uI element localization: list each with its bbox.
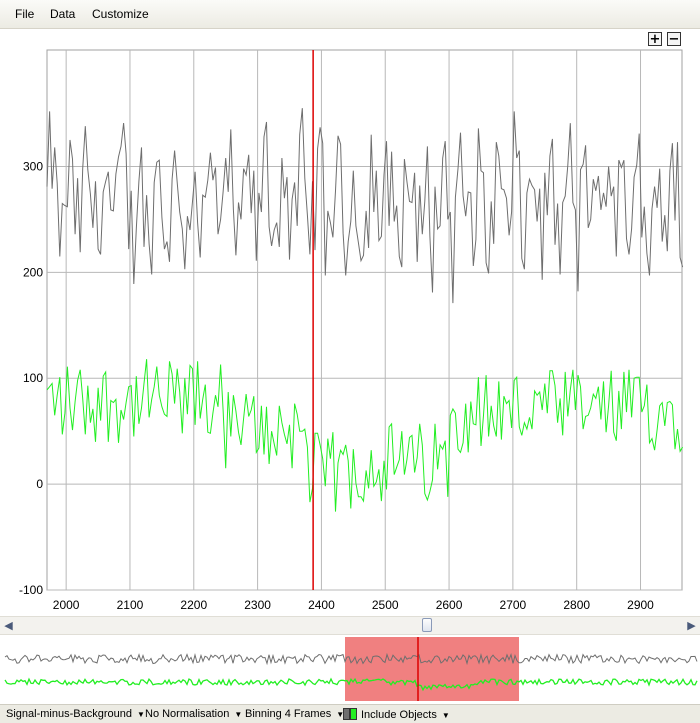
overview-selection-window[interactable]	[345, 637, 519, 701]
x-tick-label: 2700	[500, 598, 527, 612]
zoom-in-button[interactable]: +	[648, 32, 662, 47]
y-tick-label: 100	[23, 371, 43, 385]
x-tick-label: 2900	[627, 598, 654, 612]
overview-gray-line	[4, 652, 698, 666]
x-tick-label: 2800	[563, 598, 590, 612]
gray-series-swatch-icon	[343, 708, 350, 720]
y-tick-label: 300	[23, 159, 43, 173]
chevron-down-icon: ▼	[136, 710, 145, 719]
signal-mode-dropdown[interactable]: Signal-minus-Background ▼	[6, 708, 145, 720]
x-tick-label: 2600	[436, 598, 463, 612]
green-series-swatch-icon	[350, 708, 357, 720]
overview-green-line	[4, 677, 698, 692]
y-tick-label: -100	[19, 583, 43, 597]
scrollbar-thumb[interactable]	[422, 618, 432, 632]
plot-area	[46, 49, 683, 591]
scroll-right-icon[interactable]: ▶	[687, 619, 696, 632]
zoom-out-button[interactable]: −	[667, 32, 681, 47]
overview-strip[interactable]	[0, 634, 700, 704]
x-tick-label: 2500	[372, 598, 399, 612]
x-tick-label: 2000	[53, 598, 80, 612]
normalisation-dropdown[interactable]: No Normalisation ▼	[145, 708, 243, 720]
include-objects-dropdown[interactable]: Include Objects ▼	[343, 708, 450, 721]
series-gray-line	[46, 108, 684, 304]
menu-file[interactable]: File	[15, 7, 35, 21]
status-bar: Signal-minus-Background ▼ No Normalisatio…	[0, 704, 700, 723]
menu-customize[interactable]: Customize	[92, 7, 149, 21]
chevron-down-icon: ▼	[441, 711, 450, 720]
x-tick-label: 2200	[180, 598, 207, 612]
scroll-left-icon[interactable]: ◀	[4, 619, 13, 632]
y-tick-label: 0	[36, 477, 43, 491]
chevron-down-icon: ▼	[234, 710, 243, 719]
chevron-down-icon: ▼	[336, 710, 345, 719]
series-green-line	[46, 359, 684, 512]
menu-data[interactable]: Data	[50, 7, 76, 21]
y-tick-label: 200	[23, 265, 43, 279]
x-tick-label: 2100	[117, 598, 144, 612]
x-tick-label: 2300	[244, 598, 271, 612]
binning-dropdown[interactable]: Binning 4 Frames ▼	[245, 708, 345, 720]
menu-bar: File Data Customize	[0, 0, 700, 29]
main-chart[interactable]: 2000 2100 2200 2300 2400 2500 2600 2700 2800 2900…	[0, 0, 700, 616]
horizontal-scrollbar[interactable]: ◀ ▶	[0, 616, 700, 635]
x-tick-label: 2400	[308, 598, 335, 612]
